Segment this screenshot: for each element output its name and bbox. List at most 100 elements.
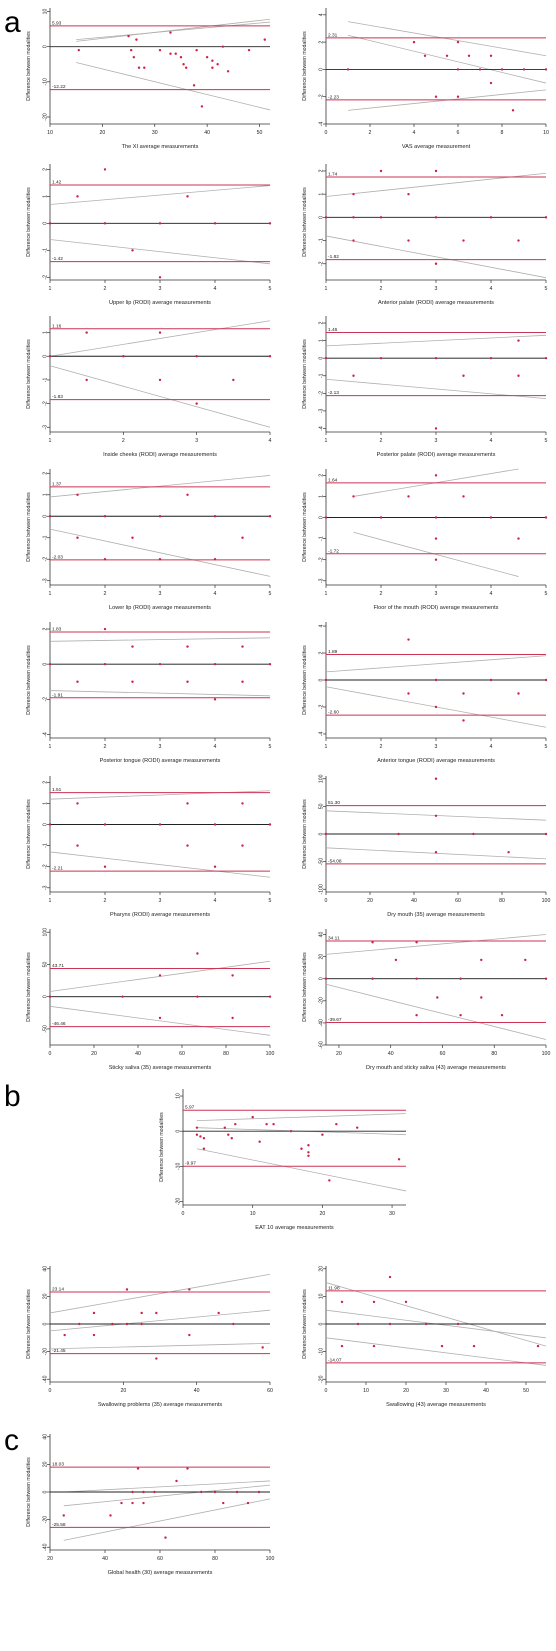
ci-lower-line	[49, 851, 271, 878]
ci-lower-line	[49, 690, 271, 697]
y-axis-label: Difference between modalities	[302, 952, 308, 1022]
data-point	[544, 678, 548, 682]
regression-line	[49, 1309, 271, 1332]
data-point	[434, 705, 438, 709]
x-tick-label: 2	[104, 591, 107, 597]
ci-upper-line	[49, 475, 271, 498]
data-point	[434, 356, 438, 360]
data-point	[192, 84, 196, 87]
data-point	[289, 1129, 293, 1133]
ci-lower-line	[49, 365, 271, 428]
data-point	[230, 1137, 233, 1140]
x-tick-label: 0	[182, 1211, 185, 1217]
x-tick-label: 3	[435, 286, 438, 292]
lower-loa-label: -1.82	[328, 254, 339, 260]
y-tick-label: 0	[176, 1130, 182, 1133]
ci-lower-line	[325, 983, 547, 1040]
y-tick-label: -4	[43, 732, 49, 737]
y-axis-label: Difference between modalities	[26, 645, 32, 715]
data-point	[480, 996, 483, 999]
x-tick-label: 3	[159, 744, 162, 750]
data-point	[213, 1490, 217, 1494]
data-point	[335, 1122, 338, 1126]
data-point	[213, 222, 217, 225]
data-point	[346, 68, 350, 71]
y-tick-label: 20	[319, 954, 325, 960]
y-tick-label: 2	[319, 474, 325, 477]
data-point	[434, 427, 438, 430]
panel-label-c: c	[4, 1424, 19, 1457]
data-point	[142, 1490, 145, 1494]
x-tick-label: 1	[49, 438, 52, 444]
y-tick-label: 20	[319, 1266, 325, 1272]
x-tick-label: 4	[490, 286, 493, 292]
y-tick-label: 2	[319, 651, 325, 654]
y-tick-label: -2	[319, 391, 325, 396]
x-tick-label: 100	[542, 898, 551, 904]
data-point	[175, 1479, 178, 1483]
y-tick-label: -2	[43, 697, 49, 702]
regression-line	[347, 34, 547, 84]
x-tick-label: 4	[490, 591, 493, 597]
data-point	[103, 222, 107, 225]
data-point	[188, 1333, 191, 1337]
x-axis-label: Anterior tongue (RODI) average measureme…	[377, 758, 495, 764]
ci-upper-line	[76, 18, 271, 42]
data-point	[462, 239, 465, 242]
bland-altman-plot-17: 0 10 20 30 40 50 -20 -10 0 10 20 Swallowing (43) av…	[302, 1266, 547, 1408]
data-point	[388, 1322, 392, 1326]
data-point	[213, 558, 217, 561]
data-point	[48, 995, 52, 998]
x-axis-label: The XI average measurements	[122, 144, 199, 150]
upper-loa-label: 1.37	[52, 481, 62, 487]
x-tick-label: 10	[250, 1211, 256, 1217]
x-tick-label: 1	[49, 591, 52, 597]
ci-lower-line	[353, 531, 519, 577]
x-tick-label: 3	[435, 591, 438, 597]
x-tick-label: 8	[501, 130, 504, 136]
y-tick-label: -3	[319, 408, 325, 413]
data-point	[200, 1490, 203, 1494]
x-tick-label: 3	[159, 286, 162, 292]
data-point	[140, 1311, 143, 1315]
x-tick-label: 40	[194, 1388, 200, 1394]
data-point	[241, 680, 244, 683]
x-tick-label: 40	[135, 1051, 141, 1057]
data-point	[478, 68, 482, 71]
bland-altman-plot-6: 1 2 3 4 5 -4 -3 -2 -1 0 1 2 Posterior palate (RODI) …	[302, 316, 548, 458]
x-axis-label: Dry mouth and sticky saliva (43) average…	[366, 1065, 506, 1071]
data-point	[241, 536, 244, 539]
lower-loa-label: -54.08	[328, 858, 342, 864]
lower-loa-label: -46.46	[52, 1021, 66, 1027]
data-point	[517, 374, 520, 377]
lower-loa-label: -25.58	[52, 1522, 66, 1528]
data-point	[135, 38, 138, 41]
x-axis-label: Pharynx (RODI) average measurements	[110, 912, 210, 918]
regression-line	[63, 1484, 271, 1507]
ci-upper-line	[325, 334, 547, 347]
data-point	[324, 678, 328, 682]
y-tick-label: -2	[43, 275, 49, 280]
x-axis-label: Upper lip (RODI) average measurements	[109, 300, 211, 306]
y-tick-label: 0	[43, 1322, 49, 1325]
data-point	[85, 378, 88, 382]
y-tick-label: -20	[43, 113, 49, 121]
bland-altman-plot-11: 1 2 3 4 5 -3 -2 -1 0 1 2 Pharynx (RODI) average mea…	[26, 776, 272, 918]
data-point	[407, 692, 410, 695]
data-point	[379, 356, 383, 360]
data-point	[434, 537, 438, 540]
y-tick-label: 10	[176, 1093, 182, 1099]
y-tick-label: 1	[319, 495, 325, 498]
data-point	[307, 1154, 310, 1157]
x-tick-label: 1	[325, 744, 328, 750]
y-axis-label: Difference between modalities	[26, 31, 32, 101]
y-tick-label: 0	[43, 45, 49, 48]
y-tick-label: 2	[319, 41, 325, 44]
data-point	[136, 1467, 140, 1470]
ci-upper-line	[49, 1273, 271, 1314]
data-point	[352, 192, 355, 196]
y-tick-label: -100	[319, 884, 325, 894]
data-point	[158, 515, 162, 518]
data-point	[324, 216, 328, 219]
data-point	[199, 1135, 202, 1138]
